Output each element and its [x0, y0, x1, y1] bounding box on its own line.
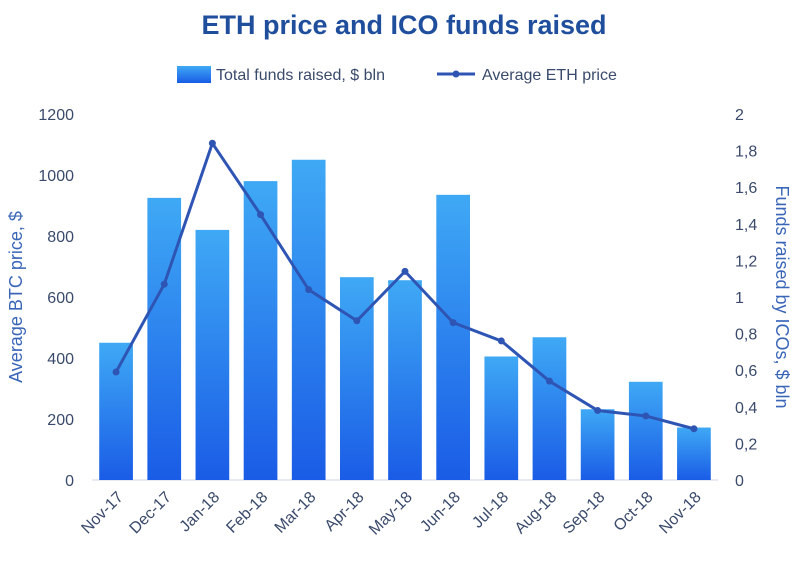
bar-Oct-18	[628, 381, 663, 480]
bar-Nov-17	[99, 342, 133, 480]
x-tick-label: Aug-18	[512, 489, 561, 538]
chart-title: ETH price and ICO funds raised	[201, 10, 606, 40]
x-tick-label: Nov-18	[656, 489, 705, 538]
y-right-tick-label: 0,6	[735, 363, 757, 380]
x-tick-label: Dec-17	[127, 489, 176, 538]
bar-Dec-17	[147, 197, 182, 480]
line-point-Oct-18	[642, 412, 650, 420]
y-left-tick-label: 1000	[38, 168, 74, 185]
y-right-tick-label: 1,6	[735, 180, 757, 197]
x-tick-label: May-18	[366, 489, 416, 539]
y-left-tick-label: 600	[47, 290, 74, 307]
line-point-May-18	[401, 267, 409, 275]
line-point-Dec-17	[160, 280, 168, 288]
line-point-Aug-18	[545, 377, 553, 385]
x-axis-ticks: Nov-17 Dec-17 Jan-18 Feb-18 Mar-18 Apr-18May-…	[78, 489, 704, 539]
bar-May-18	[388, 280, 422, 480]
legend-line-label: Average ETH price	[482, 67, 617, 84]
line-point-Mar-18	[305, 286, 313, 294]
legend-line-marker	[452, 70, 460, 78]
y-left-tick-label: 0	[65, 473, 74, 490]
x-tick-label: Apr-18	[322, 489, 368, 535]
line-series	[112, 139, 698, 433]
bar-Nov-18	[677, 427, 711, 480]
legend: Total funds raised, $ bln Average ETH pr…	[177, 66, 617, 84]
y-left-tick-label: 800	[47, 229, 74, 246]
legend-bar-swatch	[177, 66, 211, 83]
x-tick-label: Nov-17	[78, 489, 127, 538]
line-point-Sep-18	[594, 406, 602, 414]
bar-Sep-18	[580, 409, 615, 480]
bar-Aug-18	[532, 337, 567, 480]
y-right-tick-label: 0,2	[735, 436, 757, 453]
legend-bar-label: Total funds raised, $ bln	[216, 67, 385, 84]
y-left-tick-label: 400	[47, 351, 74, 368]
y-axis-right-title: Funds raised by ICOs, $ bln	[772, 185, 792, 408]
y-right-tick-label: 1,4	[735, 217, 757, 234]
bar-series	[99, 159, 711, 480]
x-tick-label: Mar-18	[272, 489, 320, 537]
bar-Mar-18	[291, 159, 326, 480]
y-right-tick-label: 2	[735, 107, 744, 124]
line-point-Nov-17	[112, 368, 120, 376]
bar-Jun-18	[436, 194, 471, 480]
bar-Jan-18	[195, 229, 230, 480]
line-point-Jan-18	[208, 139, 216, 147]
line-point-Jul-18	[497, 337, 505, 345]
y-right-tick-label: 0	[735, 473, 744, 490]
line-point-Feb-18	[257, 211, 265, 219]
x-tick-label: Feb-18	[223, 489, 271, 537]
y-axis-left-ticks: 0 200 400 600 800 1000 1200	[38, 107, 74, 490]
x-tick-label: Oct-18	[611, 489, 657, 535]
y-axis-left-title: Average BTC price, $	[6, 211, 26, 383]
y-right-tick-label: 1	[735, 290, 744, 307]
y-left-tick-label: 200	[47, 412, 74, 429]
y-right-tick-label: 1,2	[735, 253, 757, 270]
y-right-tick-label: 1,8	[735, 144, 757, 161]
x-tick-label: Sep-18	[560, 489, 609, 538]
line-point-Apr-18	[353, 317, 361, 325]
y-axis-right-ticks: 0 0,2 0,4 0,6 0,8 1 1,2 1,4 1,6 1,8 2	[735, 107, 757, 490]
y-right-tick-label: 0,8	[735, 327, 757, 344]
line-point-Nov-18	[690, 425, 698, 433]
y-right-tick-label: 0,4	[735, 400, 757, 417]
line-point-Jun-18	[449, 319, 457, 327]
bar-Jul-18	[484, 356, 519, 480]
x-tick-label: Jul-18	[469, 489, 512, 532]
y-left-tick-label: 1200	[38, 107, 74, 124]
bar-Feb-18	[243, 181, 278, 480]
x-tick-label: Jun-18	[417, 489, 464, 536]
x-tick-label: Jan-18	[177, 489, 224, 536]
